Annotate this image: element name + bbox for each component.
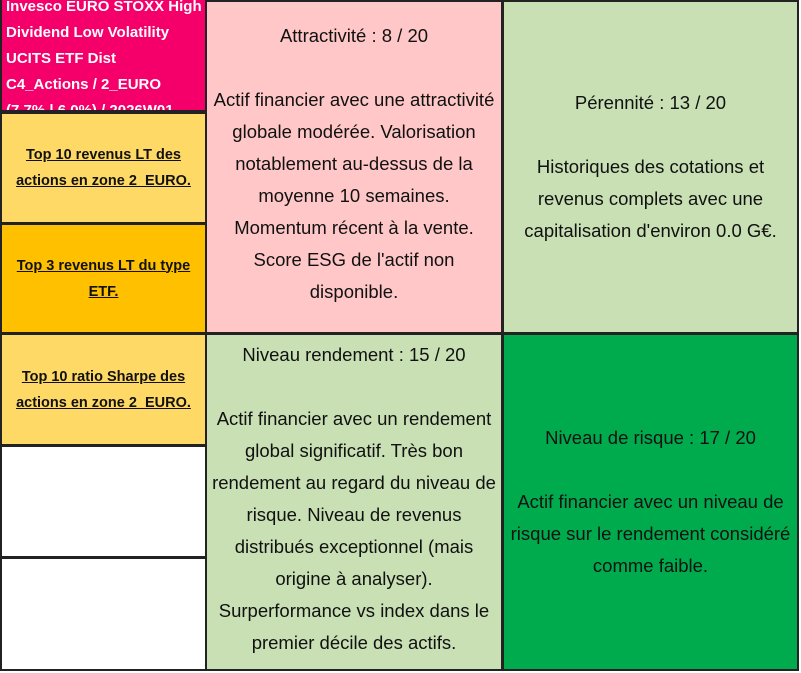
attractivite-text: Actif financier avec une attractivité gl… (213, 89, 495, 302)
asset-header: Invesco EURO STOXX High Dividend Low Vol… (0, 0, 207, 112)
tag-top10-revenus[interactable]: Top 10 revenus LT des actions en zone 2_… (0, 112, 207, 224)
empty-cell (0, 557, 207, 671)
asset-name-line-2: Dividend Low Volatility (6, 24, 170, 41)
tag-top10-sharpe[interactable]: Top 10 ratio Sharpe des actions en zone … (0, 333, 207, 446)
tag-label[interactable]: Top 10 ratio Sharpe des actions en zone … (16, 368, 191, 411)
risque-score: Niveau de risque : 17 / 20 (545, 427, 756, 448)
rendement-score: Niveau rendement : 15 / 20 (242, 344, 466, 365)
attractivite-panel: Attractivité : 8 / 20 Actif financier av… (205, 0, 503, 334)
tag-top3-etf[interactable]: Top 3 revenus LT du type ETF. (0, 223, 207, 334)
tag-label[interactable]: Top 10 revenus LT des actions en zone 2_… (16, 147, 191, 189)
rendement-panel: Niveau rendement : 15 / 20 Actif financi… (205, 333, 503, 671)
perennite-text: Historiques des cotations et revenus com… (524, 156, 777, 241)
asset-name-line-3: UCITS ETF Dist (6, 50, 117, 67)
empty-cell (0, 445, 207, 558)
asset-name-line-1: Invesco EURO STOXX High (6, 0, 202, 15)
asset-category: C4_Actions / 2_EURO (6, 76, 162, 93)
tag-label[interactable]: Top 3 revenus LT du type ETF. (16, 257, 191, 300)
risque-panel: Niveau de risque : 17 / 20 Actif financi… (502, 333, 799, 671)
perennite-panel: Pérennité : 13 / 20 Historiques des cota… (502, 0, 799, 334)
risque-text: Actif financier avec un niveau de risque… (510, 491, 791, 576)
attractivite-score: Attractivité : 8 / 20 (279, 25, 429, 46)
asset-stats: (7.7% | 6.0%) / 2026W01 (6, 102, 174, 112)
perennite-score: Pérennité : 13 / 20 (574, 92, 727, 113)
rendement-text: Actif financier avec un rendement global… (212, 408, 496, 653)
